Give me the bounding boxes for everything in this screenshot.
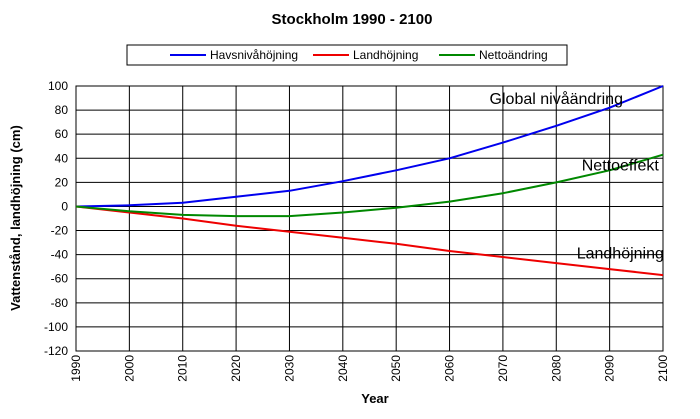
x-axis-title: Year — [361, 391, 388, 406]
legend: Havsnivåhöjning Landhöjning Nettoändring — [126, 44, 568, 66]
y-tick-label: 20 — [55, 175, 69, 189]
annotation-label: Global nivåändring — [490, 90, 623, 108]
x-tick-label: 2100 — [656, 355, 670, 382]
legend-label: Havsnivåhöjning — [210, 48, 298, 62]
y-tick-label: -120 — [44, 344, 68, 358]
x-tick-label: 2000 — [122, 355, 136, 382]
x-tick-label: 2060 — [443, 355, 457, 382]
x-tick-label: 2050 — [389, 355, 403, 382]
y-axis-ticks: 100 80 60 40 20 0 -20 -40 -60 -80 -100 -120 — [44, 79, 68, 358]
series-lines — [75, 85, 664, 277]
annotation-label: Landhöjning — [577, 245, 664, 262]
y-tick-label: 40 — [55, 151, 69, 165]
y-tick-label: 100 — [48, 79, 68, 93]
x-tick-label: 2020 — [229, 355, 243, 382]
x-axis-ticks: 1990 2000 2010 2020 2030 2040 2050 2060 2070 2080… — [69, 355, 670, 382]
y-tick-label: -40 — [51, 248, 69, 262]
x-tick-label: 2040 — [336, 355, 350, 382]
y-tick-label: 60 — [55, 127, 69, 141]
y-tick-label: -60 — [51, 272, 69, 286]
x-tick-label: 2010 — [176, 355, 190, 382]
x-tick-label: 2070 — [496, 355, 510, 382]
plot-frame — [75, 85, 664, 352]
legend-label: Nettoändring — [479, 48, 548, 62]
y-tick-label: 0 — [61, 199, 68, 213]
y-tick-label: -20 — [51, 224, 69, 238]
chart-title: Stockholm 1990 - 2100 — [272, 11, 433, 28]
legend-label: Landhöjning — [353, 48, 418, 62]
x-tick-label: 2080 — [549, 355, 563, 382]
series-line — [75, 153, 664, 218]
annotations: Global nivåändring Nettoeffekt Landhöjning — [490, 90, 664, 262]
series-line — [75, 205, 664, 277]
x-tick-label: 2090 — [603, 355, 617, 382]
y-tick-label: -100 — [44, 320, 68, 334]
y-axis-title: Vattenstånd, landhöjning (cm) — [8, 125, 23, 311]
x-tick-label: 2030 — [282, 355, 296, 382]
annotation-label: Nettoeffekt — [582, 157, 660, 174]
x-tick-label: 1990 — [69, 355, 83, 382]
grid — [75, 85, 664, 352]
y-tick-label: 80 — [55, 103, 69, 117]
series-line — [75, 85, 664, 208]
y-tick-label: -80 — [51, 296, 69, 310]
